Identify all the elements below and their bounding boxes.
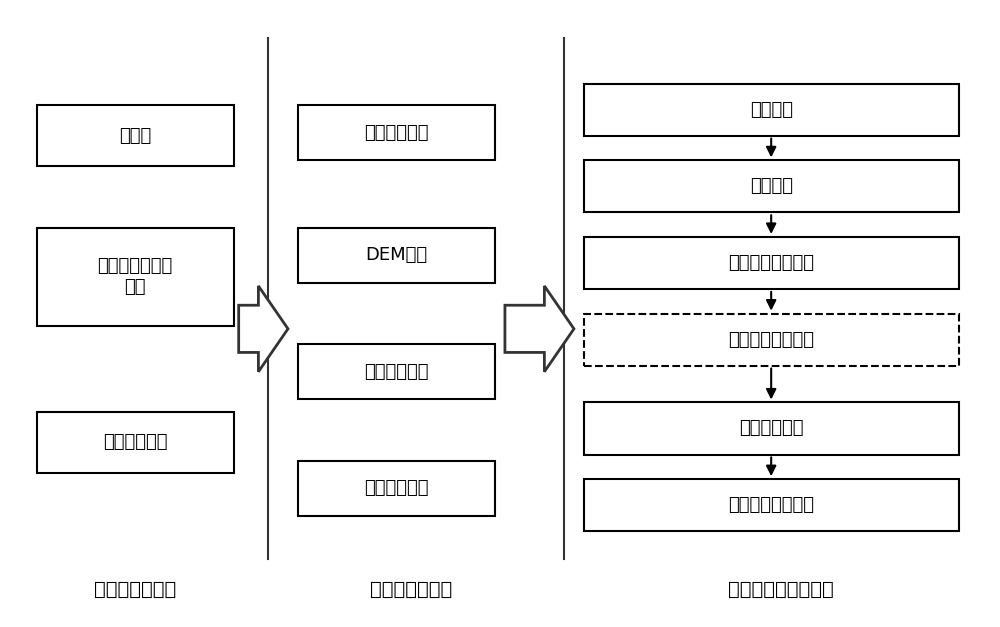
- Bar: [37, 105, 234, 166]
- Bar: [584, 479, 959, 531]
- Bar: [298, 228, 495, 283]
- Text: 数据采集的步骤: 数据采集的步骤: [94, 580, 176, 599]
- Polygon shape: [239, 286, 288, 372]
- Text: 生成树障评估报告: 生成树障评估报告: [728, 496, 814, 514]
- Bar: [37, 228, 234, 326]
- Text: 实景三维数据: 实景三维数据: [364, 479, 429, 497]
- Text: 数据融合分析的步骤: 数据融合分析的步骤: [728, 580, 834, 599]
- Text: 无人机: 无人机: [119, 127, 151, 145]
- Polygon shape: [505, 286, 574, 372]
- Bar: [37, 411, 234, 473]
- Bar: [298, 105, 495, 161]
- Text: 激光点云数据: 激光点云数据: [364, 124, 429, 142]
- Text: 目标提取: 目标提取: [750, 177, 793, 195]
- Bar: [584, 403, 959, 455]
- Bar: [298, 344, 495, 399]
- Text: 树障分析模型: 树障分析模型: [739, 419, 803, 438]
- Text: 目标识别: 目标识别: [750, 101, 793, 119]
- Bar: [584, 161, 959, 213]
- Bar: [298, 461, 495, 516]
- Text: 正摄影像数据: 正摄影像数据: [364, 363, 429, 381]
- Text: 数据处理的步骤: 数据处理的步骤: [370, 580, 452, 599]
- Text: 三维激光雷达扫
描仪: 三维激光雷达扫 描仪: [98, 257, 173, 296]
- Text: DEM数据: DEM数据: [365, 246, 428, 264]
- Text: 实时监测数据融合: 实时监测数据融合: [728, 254, 814, 272]
- Bar: [584, 83, 959, 135]
- Text: 倾斜相机系统: 倾斜相机系统: [103, 433, 167, 451]
- Bar: [584, 314, 959, 366]
- Text: 线路资产信息融合: 线路资产信息融合: [728, 330, 814, 349]
- Bar: [584, 237, 959, 289]
